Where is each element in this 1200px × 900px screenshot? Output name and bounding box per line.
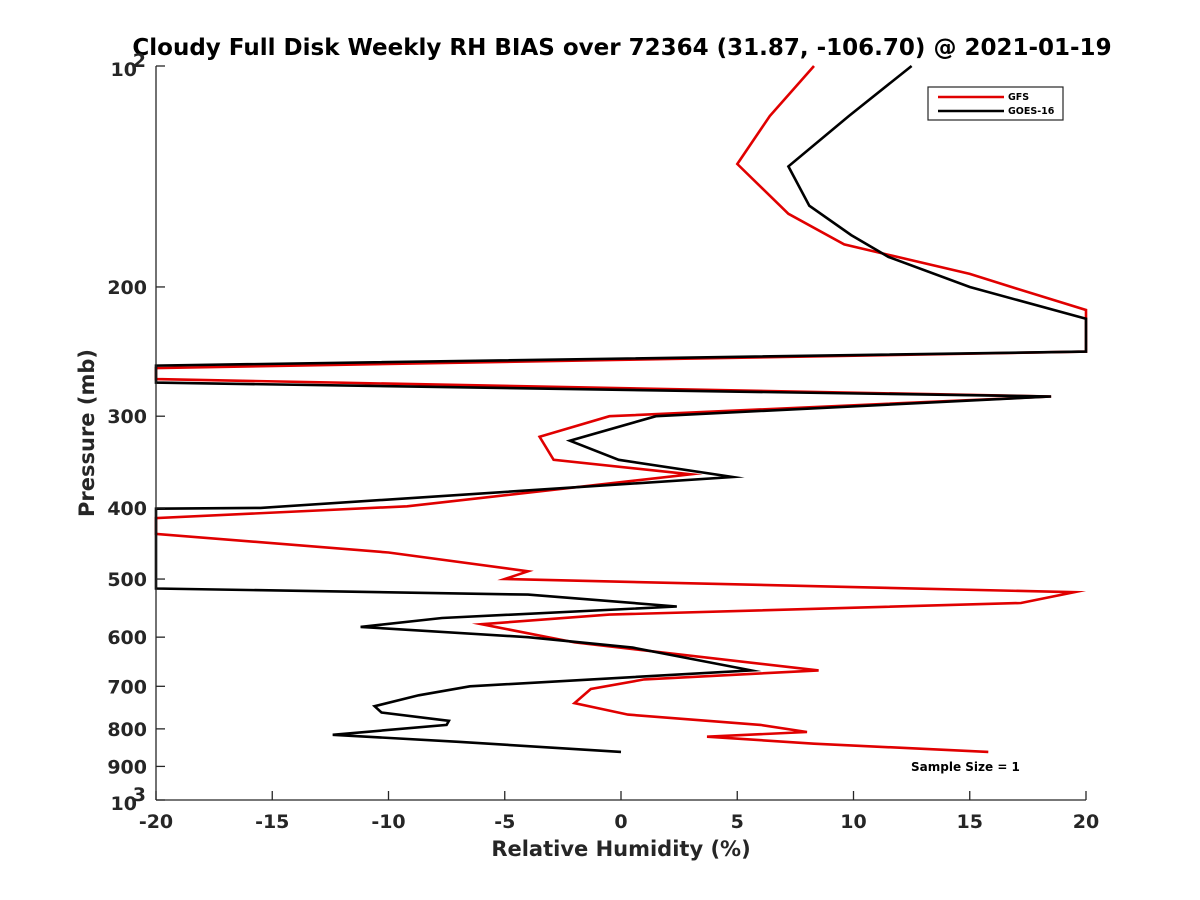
x-tick-label: -20 [139, 811, 173, 833]
x-axis-label: Relative Humidity (%) [491, 837, 750, 861]
y-tick-label: 600 [107, 627, 147, 649]
y-tick-label: 900 [107, 756, 147, 778]
y-tick-label: 200 [107, 277, 147, 299]
x-tick-label: 0 [614, 811, 627, 833]
y-tick-label: 10 [111, 793, 137, 815]
x-tick-label: -15 [255, 811, 289, 833]
y-tick-label: 800 [107, 719, 147, 741]
y-axis-label: Pressure (mb) [75, 349, 99, 517]
y-tick-label: 400 [107, 498, 147, 520]
legend-label-gfs: GFS [1008, 92, 1029, 103]
x-tick-label: 20 [1073, 811, 1099, 833]
y-tick-label: 10 [111, 59, 137, 81]
legend-label-goes16: GOES-16 [1008, 106, 1055, 117]
y-tick-label-exponent: 2 [133, 50, 146, 72]
sample-size-annotation: Sample Size = 1 [911, 760, 1020, 774]
x-tick-label: 15 [957, 811, 983, 833]
legend: GFS GOES-16 [927, 86, 1064, 121]
x-tick-label: -10 [371, 811, 405, 833]
y-tick-label: 300 [107, 406, 147, 428]
axes: -20 -15 -10 -5 0 5 10 15 20210200300400500600700… [107, 50, 1099, 833]
chart-title: Cloudy Full Disk Weekly RH BIAS over 723… [132, 35, 1111, 61]
y-tick-label: 500 [107, 569, 147, 591]
plot-area [156, 66, 1086, 800]
y-tick-label: 700 [107, 676, 147, 698]
legend-box [927, 86, 1064, 121]
x-tick-label: -5 [494, 811, 515, 833]
y-tick-label-exponent: 3 [133, 784, 146, 806]
x-tick-label: 10 [840, 811, 866, 833]
x-tick-label: 5 [731, 811, 744, 833]
